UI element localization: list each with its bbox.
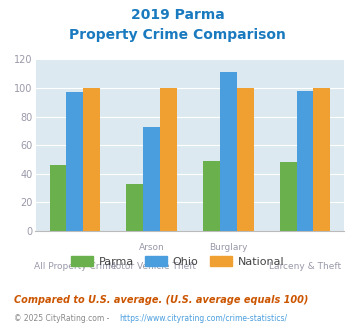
- Bar: [220, 72, 237, 231]
- Text: Larceny & Theft: Larceny & Theft: [269, 262, 341, 271]
- Bar: [50, 165, 66, 231]
- Text: Burglary: Burglary: [209, 243, 247, 252]
- Bar: [83, 88, 100, 231]
- Bar: [160, 88, 177, 231]
- Legend: Parma, Ohio, National: Parma, Ohio, National: [71, 256, 284, 267]
- Text: © 2025 CityRating.com -: © 2025 CityRating.com -: [14, 314, 112, 323]
- Text: All Property Crime: All Property Crime: [34, 262, 116, 271]
- Bar: [143, 127, 160, 231]
- Bar: [66, 92, 83, 231]
- Bar: [280, 162, 296, 231]
- Bar: [313, 88, 330, 231]
- Text: Motor Vehicle Theft: Motor Vehicle Theft: [108, 262, 196, 271]
- Bar: [237, 88, 253, 231]
- Bar: [203, 161, 220, 231]
- Text: Property Crime Comparison: Property Crime Comparison: [69, 28, 286, 42]
- Text: 2019 Parma: 2019 Parma: [131, 8, 224, 22]
- Text: Compared to U.S. average. (U.S. average equals 100): Compared to U.S. average. (U.S. average …: [14, 295, 308, 305]
- Text: Arson: Arson: [139, 243, 164, 252]
- Text: https://www.cityrating.com/crime-statistics/: https://www.cityrating.com/crime-statist…: [119, 314, 287, 323]
- Bar: [296, 91, 313, 231]
- Bar: [126, 184, 143, 231]
